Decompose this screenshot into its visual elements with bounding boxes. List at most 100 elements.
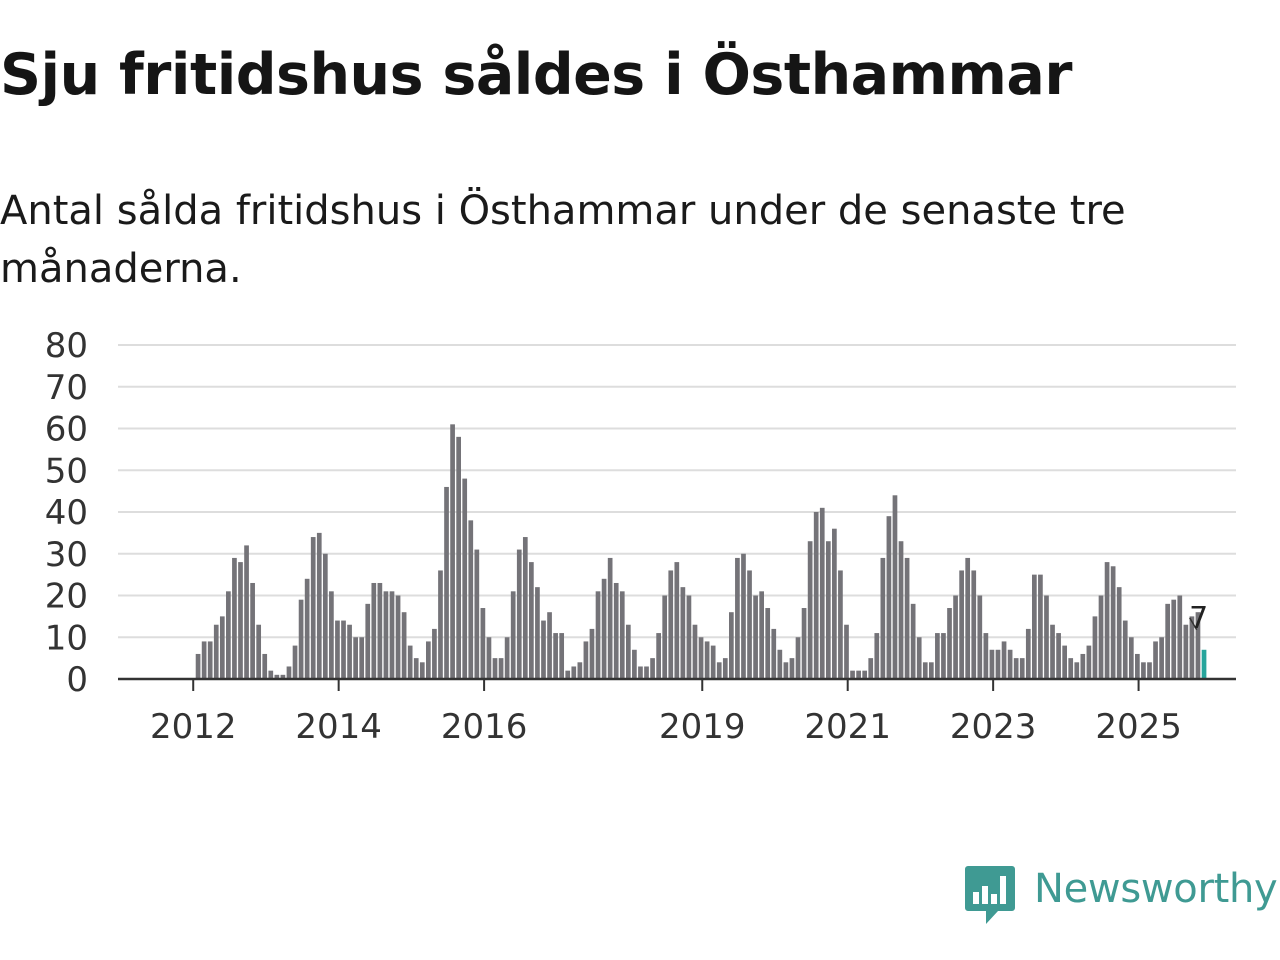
bar	[1122, 620, 1128, 679]
bar	[389, 591, 395, 679]
y-tick-label: 50	[45, 451, 88, 491]
bar	[244, 545, 249, 679]
bar	[1104, 562, 1110, 679]
bar	[1019, 658, 1025, 680]
bar	[825, 541, 831, 679]
bar	[1025, 628, 1031, 679]
bar	[832, 528, 837, 679]
bar	[589, 628, 595, 679]
bar	[322, 553, 328, 679]
bar	[789, 658, 795, 680]
bar	[262, 653, 268, 679]
bar	[722, 658, 728, 680]
bar	[1159, 637, 1164, 679]
bar	[1147, 662, 1152, 679]
bar	[989, 649, 995, 679]
bar	[813, 512, 819, 679]
bar	[347, 624, 352, 679]
bar	[535, 587, 540, 679]
bar	[1098, 595, 1104, 679]
bar	[741, 553, 746, 679]
y-tick-label: 30	[45, 535, 88, 575]
bar	[201, 641, 207, 679]
bar	[807, 541, 813, 679]
bar	[922, 662, 928, 679]
bar	[268, 670, 274, 679]
bar	[462, 478, 468, 679]
bar	[1038, 574, 1043, 680]
bar	[571, 666, 577, 679]
bar	[1062, 645, 1067, 679]
bar	[747, 570, 752, 679]
bar	[1056, 633, 1061, 679]
newsworthy-logo: Newsworthy	[964, 864, 1278, 928]
bar	[371, 582, 377, 679]
bar	[716, 662, 722, 679]
bar	[1086, 645, 1092, 679]
bar	[438, 570, 443, 679]
x-tick-label: 2023	[950, 707, 1037, 747]
bar	[753, 595, 758, 679]
x-tick-label: 2019	[659, 707, 746, 747]
bar	[468, 520, 474, 679]
bar	[256, 624, 262, 679]
brand-name: Newsworthy	[1034, 866, 1278, 912]
y-tick-label: 60	[45, 410, 88, 450]
bar	[510, 591, 516, 679]
bar	[407, 645, 413, 679]
bar	[916, 637, 922, 679]
bar	[971, 570, 977, 679]
bar	[1128, 637, 1134, 679]
bar	[1135, 653, 1140, 679]
y-tick-label: 80	[45, 326, 88, 366]
gridlines	[118, 344, 1236, 639]
bar	[1116, 587, 1122, 679]
bar	[335, 620, 340, 679]
bar	[1092, 616, 1098, 680]
bar	[1153, 641, 1158, 679]
bar	[880, 557, 886, 679]
bar	[710, 645, 716, 679]
bar	[1080, 653, 1086, 679]
bar	[383, 591, 389, 679]
bar	[1007, 649, 1013, 679]
bar	[904, 557, 910, 679]
y-tick-label: 40	[45, 493, 88, 533]
bar	[238, 562, 243, 679]
bar	[565, 670, 571, 679]
bar	[359, 637, 365, 679]
bar	[401, 612, 407, 679]
bar	[910, 603, 916, 679]
bar	[850, 670, 855, 679]
bar	[274, 674, 280, 679]
bar-highlight	[1201, 649, 1207, 679]
x-tick-label: 2021	[804, 707, 891, 747]
page-title: Sju fritidshus såldes i Östhammar	[0, 42, 1072, 108]
bar	[729, 612, 734, 679]
bar	[680, 587, 686, 679]
bar	[668, 570, 674, 679]
bar	[1001, 641, 1007, 679]
bar	[607, 557, 613, 679]
bar	[595, 591, 601, 679]
bar	[619, 591, 625, 679]
bar	[874, 633, 880, 679]
x-tick-label: 2012	[150, 707, 237, 747]
bar	[995, 649, 1001, 679]
bar	[377, 582, 383, 679]
bar	[632, 649, 637, 679]
bar	[1189, 616, 1195, 680]
bar	[898, 541, 904, 679]
bar	[1141, 662, 1146, 679]
bar	[686, 595, 692, 679]
bar	[292, 645, 298, 679]
bar	[977, 595, 983, 679]
bar	[316, 532, 322, 680]
bar	[1032, 574, 1037, 680]
bar	[341, 620, 346, 679]
bar	[771, 628, 777, 679]
bar	[1044, 595, 1049, 679]
bar	[1195, 612, 1201, 679]
bar	[947, 608, 952, 679]
